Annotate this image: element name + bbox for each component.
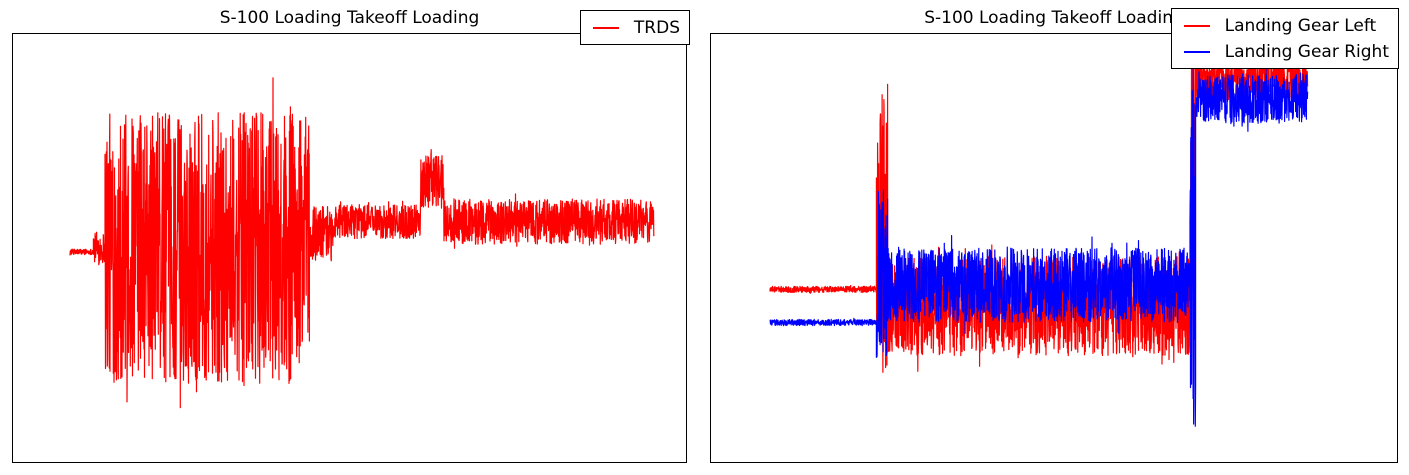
legend: TRDS (579, 10, 690, 45)
legend-label-trds: TRDS (633, 18, 680, 38)
chart-panel-landing-gear: S-100 Loading Takeoff Loading Landing Ge… (700, 0, 1409, 475)
series-line-landing-gear-right (769, 64, 1309, 427)
chart-title: S-100 Loading Takeoff Loading (219, 8, 480, 28)
plot-svg (769, 45, 1309, 427)
plot-area (12, 33, 687, 463)
chart-title: S-100 Loading Takeoff Loading (924, 8, 1184, 28)
legend-entry-landing-gear-right: Landing Gear Right (1183, 39, 1389, 65)
legend-swatch-left (1183, 25, 1210, 27)
legend-swatch-trds (592, 27, 619, 29)
legend: Landing Gear Left Landing Gear Right (1170, 8, 1399, 69)
plot-area (710, 33, 1398, 463)
legend-entry-trds: TRDS (592, 15, 680, 41)
series-line-trds (69, 77, 655, 409)
legend-label-right: Landing Gear Right (1224, 42, 1389, 62)
plot-svg (69, 77, 655, 409)
legend-entry-landing-gear-left: Landing Gear Left (1183, 13, 1389, 39)
legend-label-left: Landing Gear Left (1224, 16, 1377, 36)
chart-panel-trds: S-100 Loading Takeoff Loading TRDS (0, 0, 700, 475)
legend-swatch-right (1183, 51, 1210, 53)
